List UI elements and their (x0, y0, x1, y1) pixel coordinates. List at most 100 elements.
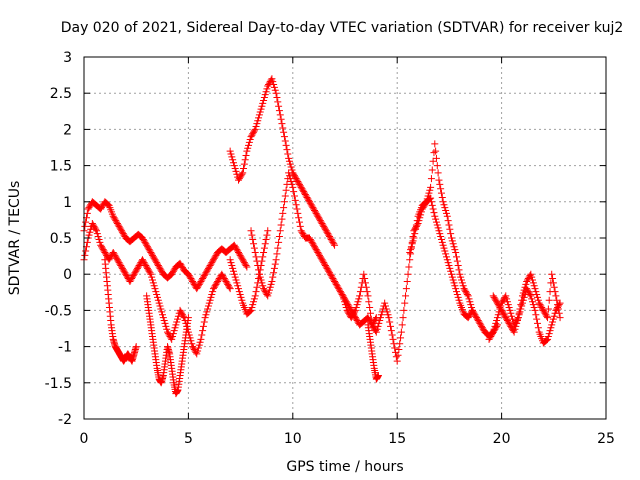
data-point (249, 130, 257, 138)
y-tick-label: 0.5 (50, 231, 72, 247)
data-point (119, 266, 127, 274)
data-point (189, 277, 197, 285)
data-point (311, 206, 319, 214)
data-point (199, 273, 207, 281)
data-point (199, 322, 207, 330)
x-tick-label: 15 (388, 431, 406, 447)
data-point (490, 293, 498, 301)
data-point (333, 282, 341, 290)
data-point (82, 247, 90, 255)
data-point (234, 282, 242, 290)
data-point (159, 314, 167, 322)
data-point (312, 246, 320, 254)
data-point (408, 240, 416, 248)
data-point (204, 264, 212, 272)
data-point (317, 218, 325, 226)
data-point (190, 345, 198, 353)
data-point (271, 260, 279, 268)
data-point (407, 246, 415, 254)
data-point (428, 166, 436, 174)
data-point (240, 257, 248, 265)
data-point (245, 138, 253, 146)
data-point (260, 285, 268, 293)
data-point (530, 304, 538, 312)
data-point (402, 285, 410, 293)
data-point (156, 302, 164, 310)
data-point (285, 172, 293, 180)
data-point (96, 238, 104, 246)
data-point (129, 272, 137, 280)
data-point (371, 327, 379, 335)
data-point (184, 270, 192, 278)
data-point (546, 327, 554, 335)
x-axis-label: GPS time / hours (286, 459, 403, 475)
data-point (401, 299, 409, 307)
x-tick-label: 10 (284, 431, 302, 447)
data-point (325, 267, 333, 275)
data-point (243, 263, 251, 271)
data-point (288, 166, 296, 174)
data-point (261, 91, 269, 99)
data-point (499, 309, 507, 317)
data-point (376, 314, 384, 322)
x-tick-label: 5 (184, 431, 193, 447)
data-point (311, 243, 319, 251)
data-point (291, 196, 299, 204)
data-point (338, 290, 346, 298)
data-point (111, 251, 119, 259)
data-point (521, 283, 529, 291)
data-point (274, 98, 282, 106)
data-point (548, 270, 556, 278)
data-point (126, 277, 134, 285)
data-point (535, 299, 543, 307)
data-point (140, 259, 148, 267)
data-point (97, 241, 105, 249)
data-point (448, 237, 456, 245)
data-point (374, 322, 382, 330)
data-point (524, 288, 532, 296)
data-point (280, 204, 288, 212)
data-point (127, 276, 135, 284)
data-point (525, 289, 533, 297)
data-point (515, 309, 523, 317)
data-point (302, 192, 310, 200)
data-point (160, 317, 168, 325)
data-point (442, 209, 450, 217)
data-point (148, 276, 156, 284)
data-point (150, 254, 158, 262)
chart-title: Day 020 of 2021, Sidereal Day-to-day VTE… (61, 20, 624, 36)
data-point (192, 348, 200, 356)
data-point (95, 235, 103, 243)
data-point (206, 262, 214, 270)
data-point (169, 267, 177, 275)
data-point (287, 163, 295, 171)
data-point (494, 301, 502, 309)
data-point (295, 218, 303, 226)
data-point (430, 149, 438, 157)
data-point (103, 200, 111, 208)
data-point (246, 307, 254, 315)
data-point (146, 269, 154, 277)
data-point (242, 151, 250, 159)
data-point (275, 107, 283, 115)
data-point (356, 292, 364, 300)
data-point (443, 256, 451, 264)
data-point (236, 251, 244, 259)
data-point (132, 343, 140, 351)
data-point (445, 262, 453, 270)
data-point (466, 298, 474, 306)
data-point (113, 254, 121, 262)
data-point (270, 264, 278, 272)
data-point (524, 275, 532, 283)
data-point (496, 304, 504, 312)
data-point (336, 288, 344, 296)
data-point (261, 288, 269, 296)
data-point (554, 305, 562, 313)
data-point (252, 288, 260, 296)
data-point (360, 270, 368, 278)
data-point (198, 276, 206, 284)
data-point (156, 264, 164, 272)
data-point (153, 259, 161, 267)
data-point (159, 311, 167, 319)
data-point (468, 306, 476, 314)
